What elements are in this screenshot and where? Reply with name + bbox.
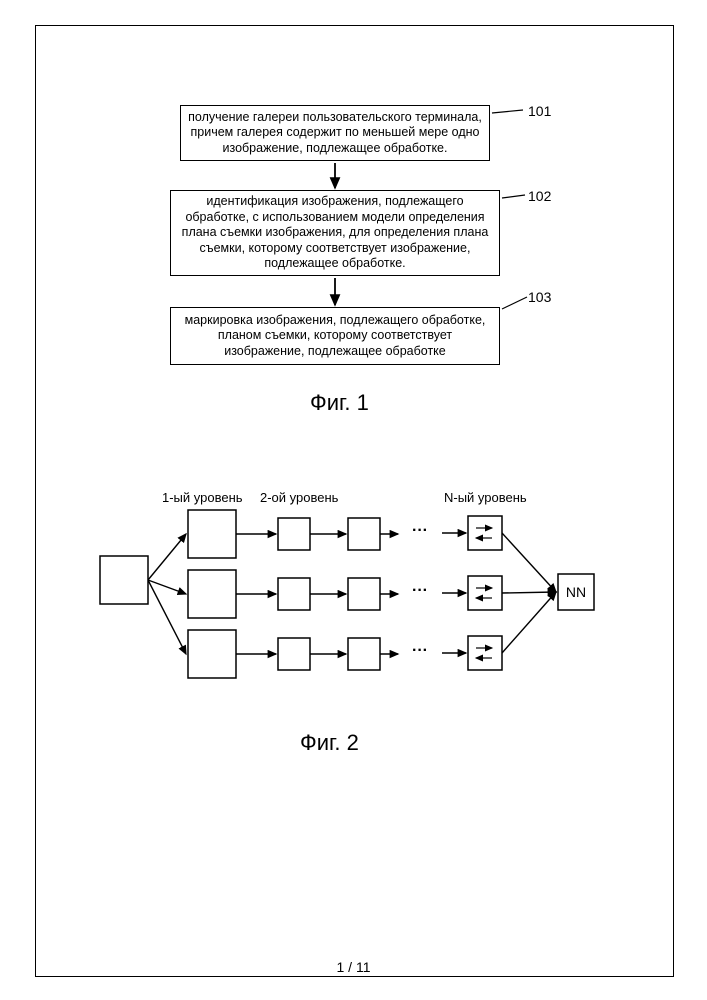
figure-2-caption: Фиг. 2 bbox=[300, 730, 359, 756]
svg-text:···: ··· bbox=[412, 522, 428, 539]
svg-text:···: ··· bbox=[412, 642, 428, 659]
svg-text:···: ··· bbox=[412, 582, 428, 599]
page-number: 1 / 11 bbox=[0, 959, 707, 975]
network-diagram: NN ··· ··· ··· bbox=[0, 0, 707, 1000]
svg-text:NN: NN bbox=[566, 584, 586, 600]
